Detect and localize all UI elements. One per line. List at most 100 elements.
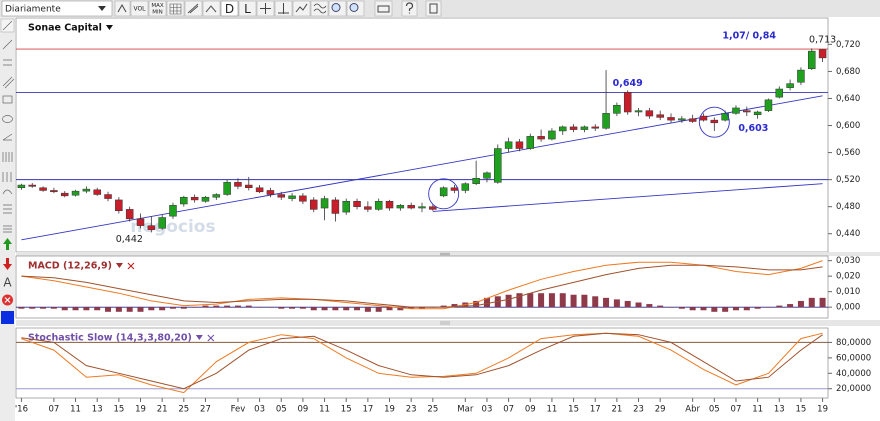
vol-button[interactable]: VOL [133, 6, 146, 13]
histogram-bar [592, 296, 599, 308]
histogram-bar [451, 304, 458, 308]
candle-body [818, 49, 827, 59]
candle-body [439, 187, 448, 197]
close-icon[interactable] [207, 334, 215, 342]
color-picker[interactable] [1, 311, 14, 324]
y-tick-label: 40,0000 [836, 369, 871, 379]
histogram-bar [700, 307, 707, 311]
histogram-bar [765, 307, 772, 308]
x-tick-label: 07 [731, 405, 742, 415]
candle-body [342, 201, 350, 213]
buy-arrow-icon[interactable] [3, 238, 12, 250]
histogram-bar [787, 304, 794, 308]
tool-icon [2, 39, 13, 50]
x-tick-label: 17 [362, 405, 373, 415]
histogram-bar [343, 307, 350, 311]
candle-body [255, 187, 264, 193]
histogram-bar [408, 307, 415, 309]
candle-body [169, 205, 177, 217]
tool-icon [2, 20, 13, 31]
panel-title: Sonae Capital [28, 23, 102, 34]
candle-body [396, 205, 405, 209]
x-tick-label: 03 [254, 405, 265, 415]
histogram-bar [375, 307, 382, 312]
close-icon[interactable] [127, 262, 135, 270]
panel-separator[interactable] [16, 252, 880, 256]
histogram-bar [267, 307, 274, 308]
tool-button[interactable] [425, 0, 442, 17]
candle-body [223, 182, 231, 195]
zoom-out-icon [349, 3, 359, 12]
candle-body [429, 206, 437, 210]
x-tick-label: 07 [503, 405, 514, 415]
candle-body [667, 117, 675, 121]
y-tick-label: 0,010 [836, 287, 860, 297]
tool-button[interactable] [148, 0, 167, 17]
tool-button[interactable] [114, 0, 131, 17]
print-icon [377, 5, 390, 13]
candle-body [190, 196, 199, 201]
dropdown-arrow[interactable] [98, 6, 106, 11]
candle-body [71, 190, 80, 196]
candle-body [537, 136, 545, 140]
d-button[interactable]: D [225, 2, 234, 16]
price-annotation: 0,442 [116, 234, 143, 245]
x-tick-label: Fev [231, 405, 246, 415]
x-tick-label: 11 [319, 405, 330, 415]
x-tick-label: 05 [276, 405, 287, 415]
tool-icon [117, 3, 127, 13]
candle-body [50, 190, 58, 193]
title-menu [195, 335, 203, 340]
tool-icon [169, 3, 182, 15]
x-tick-label: 09 [525, 405, 536, 415]
histogram-bar [50, 307, 57, 309]
candle-body [699, 115, 708, 121]
histogram-bar [126, 307, 133, 312]
histogram-bar [256, 307, 263, 308]
histogram-bar [354, 307, 361, 311]
max-button[interactable]: MAX [151, 3, 164, 9]
candle-body [483, 172, 491, 179]
candle-body [786, 83, 794, 88]
histogram-bar [483, 297, 490, 308]
candle-body [591, 126, 599, 129]
tool-button[interactable] [238, 0, 257, 17]
delete-cross [4, 297, 11, 303]
tool-button[interactable] [310, 0, 329, 17]
x-tick-label: 17 [590, 405, 601, 415]
text-tool[interactable]: A [3, 276, 12, 290]
candle-body [764, 99, 773, 111]
histogram-bar [180, 307, 187, 309]
candle-body [299, 195, 307, 202]
x-tick-label: 27 [200, 405, 211, 415]
candle-body [580, 126, 589, 130]
tool-button[interactable] [130, 0, 149, 17]
indicator-line [21, 332, 823, 394]
tool-button[interactable] [220, 0, 239, 17]
period-select[interactable] [1, 0, 113, 17]
tool-icon [2, 115, 13, 123]
separator-grip [440, 321, 450, 325]
x-tick-label: 11 [547, 405, 558, 415]
histogram-bar [624, 300, 631, 308]
sell-arrow-icon[interactable] [3, 258, 12, 270]
histogram-bar [603, 297, 610, 308]
histogram-bar [711, 307, 718, 312]
tool-button[interactable] [166, 0, 185, 17]
x-tick-label: 19 [135, 405, 146, 415]
period-label[interactable]: Diariamente [5, 5, 61, 15]
candle-body [93, 189, 101, 195]
tool-icon [278, 3, 289, 14]
min-button[interactable]: MIN [152, 10, 162, 16]
tool-button[interactable] [202, 0, 221, 17]
histogram-bar [776, 305, 783, 308]
title-menu [115, 263, 123, 268]
histogram-bar [722, 307, 729, 312]
candle-body [115, 199, 123, 211]
histogram-bar [581, 294, 588, 308]
l-button[interactable]: L [244, 2, 251, 16]
panel-title: Stochastic Slow (14,3,3,80,20) [28, 333, 192, 344]
x-tick-label: 25 [178, 405, 189, 415]
panel-separator[interactable] [16, 320, 880, 326]
histogram-bar [473, 300, 480, 308]
